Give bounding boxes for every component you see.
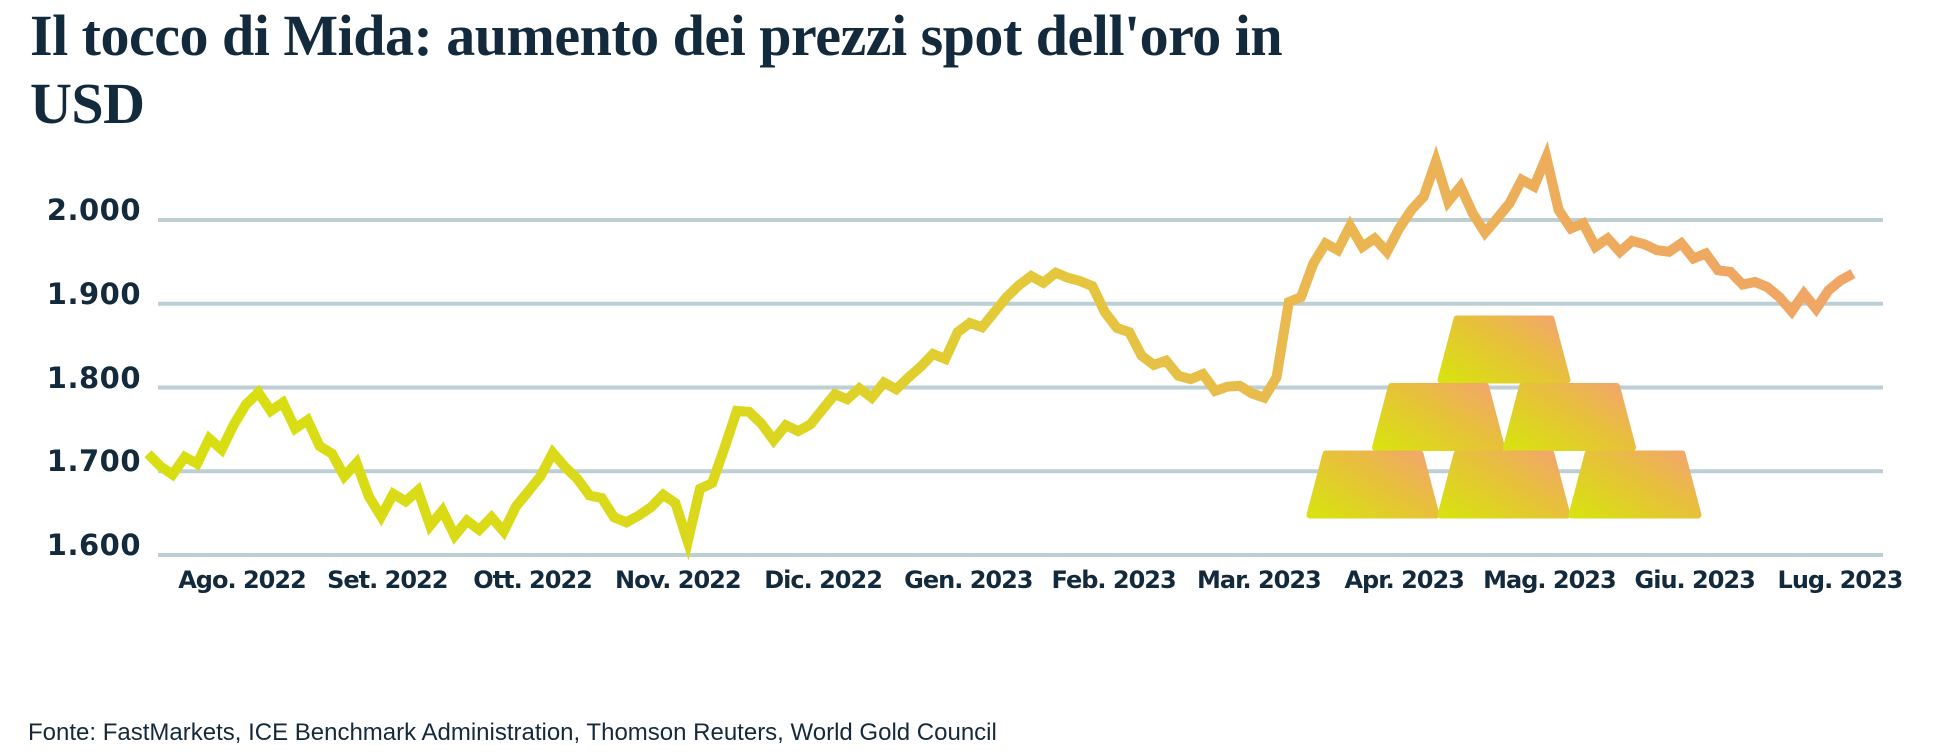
x-axis-label: Giu. 2023	[1634, 566, 1756, 594]
source-caption: Fonte: FastMarkets, ICE Benchmark Admini…	[28, 719, 997, 746]
page-title: Il tocco di Mida: aumento dei prezzi spo…	[30, 2, 1590, 138]
gold-price-polyline	[144, 140, 1856, 561]
gold-bar-icon	[1503, 383, 1636, 451]
x-axis-label: Lug. 2023	[1777, 566, 1904, 594]
gold-bar-icon	[1372, 383, 1505, 451]
x-axis-label: Mar. 2023	[1196, 566, 1322, 594]
x-axis-label: Gen. 2023	[904, 566, 1033, 594]
y-axis-label: 1.800	[46, 360, 141, 395]
y-axis-label: 1.600	[46, 528, 141, 562]
gold-bar-icon	[1568, 450, 1702, 519]
page-title-line-2: USD	[30, 70, 145, 136]
x-axis-label: Ott. 2022	[473, 566, 593, 594]
x-axis-label: Feb. 2023	[1051, 566, 1177, 594]
gold-bars-pyramid	[1306, 315, 1702, 519]
x-axis-label: Nov. 2022	[615, 566, 742, 594]
page-title-line-1: Il tocco di Mida: aumento dei prezzi spo…	[30, 3, 1283, 68]
x-axis-label: Ago. 2022	[178, 566, 307, 594]
gold-bar-icon	[1437, 315, 1571, 384]
x-axis-label: Mag. 2023	[1483, 566, 1617, 594]
gold-bar-icon	[1437, 450, 1571, 519]
gold-bar-icon	[1306, 450, 1440, 519]
y-axis-label: 2.000	[46, 193, 141, 227]
y-axis-label: 1.700	[46, 444, 141, 479]
x-axis-label: Dic. 2022	[764, 566, 883, 594]
y-axis-label: 1.900	[46, 276, 141, 311]
x-axis-label: Apr. 2023	[1344, 566, 1464, 594]
price-line	[144, 140, 1856, 561]
x-axis-label: Set. 2022	[327, 566, 448, 594]
